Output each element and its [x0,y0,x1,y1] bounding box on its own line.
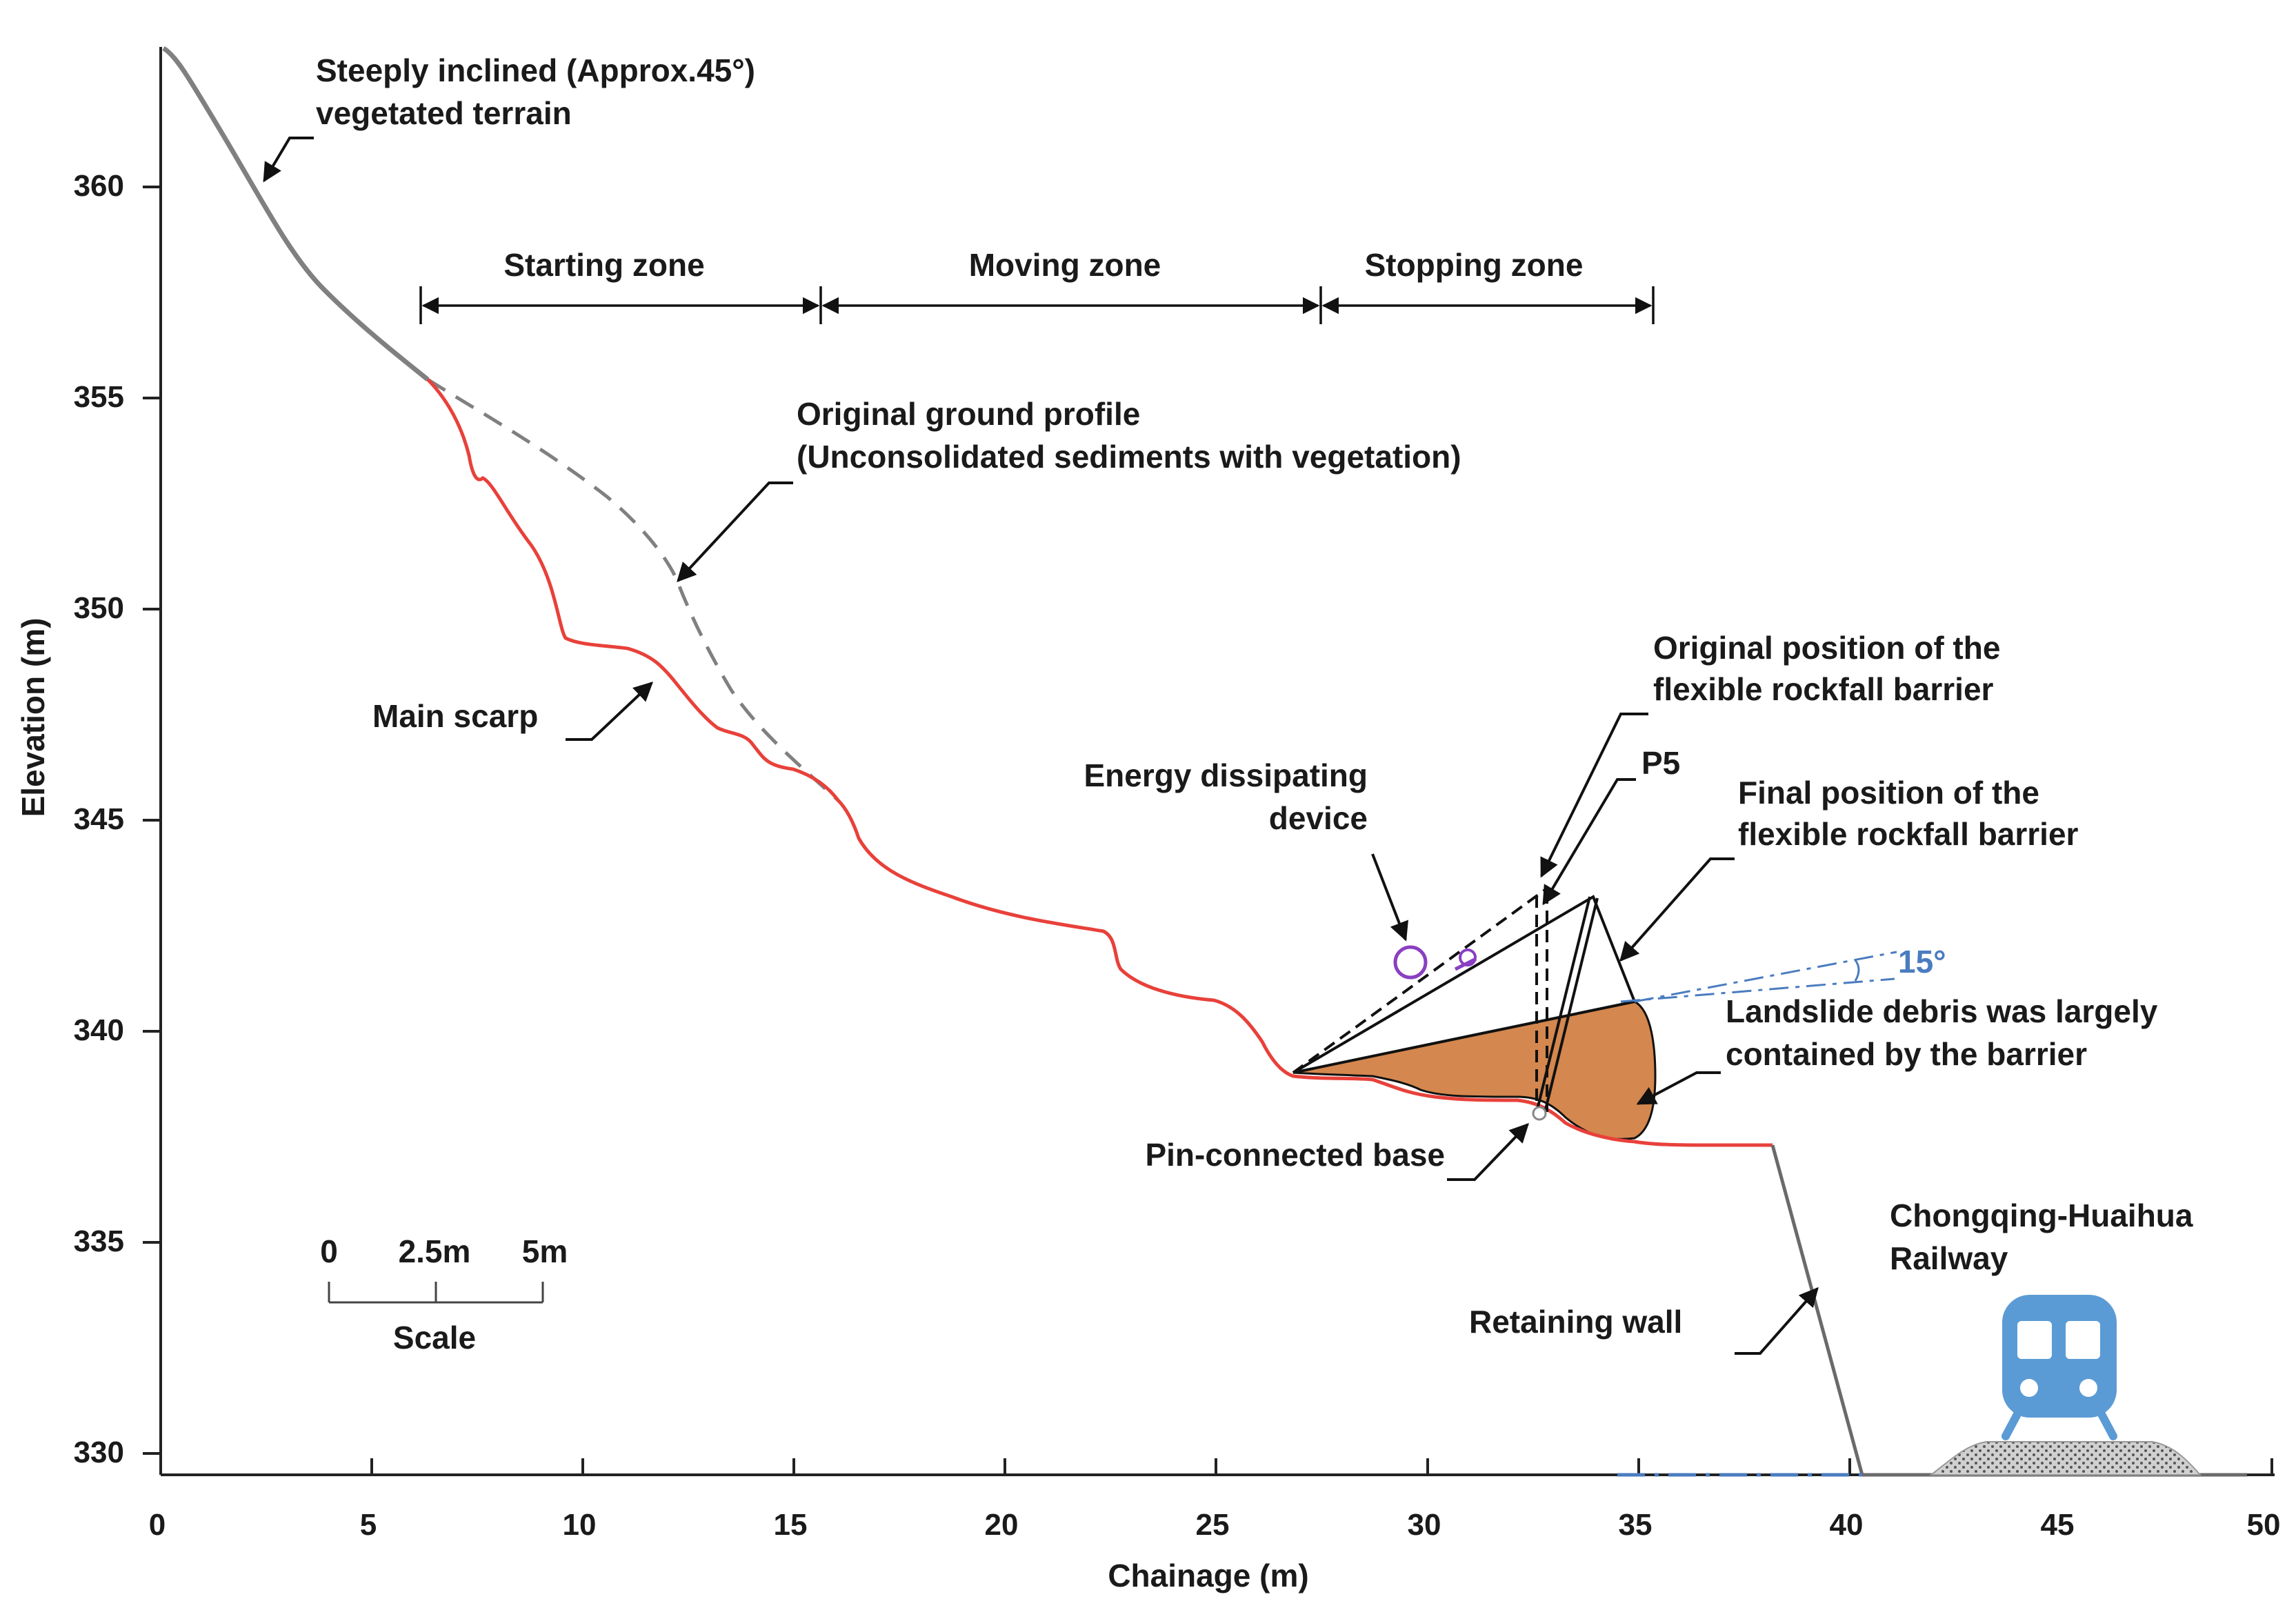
pin-connected-base-marker [1532,1106,1547,1121]
pin-base-leader-arrow [1447,1122,1529,1181]
y-tick-label: 330 [74,1436,124,1469]
orig-barrier-label-line1: Original position of the [1653,630,2000,666]
debris-leader-arrow [1636,1071,1721,1105]
energy-device-label-line1: Energy dissipating [1084,757,1368,793]
x-tick-label: 30 [1408,1508,1441,1542]
railway-label-line2: Railway [1890,1240,2008,1276]
rockfall-barrier [1292,888,1636,1121]
train-leg-right [2097,1410,2117,1440]
x-tick-label: 35 [1619,1508,1653,1542]
train-light-left [2020,1379,2038,1397]
slip-surface-current-ground [426,378,1773,1147]
angle-indicator: 15° [1620,944,1946,1003]
x-axis-title: Chainage (m) [1108,1558,1308,1593]
terrain-label-line1: Steeply inclined (Approx.45°) [316,52,755,88]
annotations: Steeply inclined (Approx.45°) vegetated … [263,52,2193,1355]
debris-label-line1: Landslide debris was largely [1726,993,2158,1029]
orig-barrier-label-line2: flexible rockfall barrier [1653,671,1994,707]
retaining-wall-label: Retaining wall [1469,1304,1682,1340]
x-tick-label: 10 [563,1508,597,1542]
p5-leader-arrow [1542,778,1636,906]
zone-dimension-bar: Starting zone Moving zone Stopping zone [419,247,1655,324]
moving-zone-label: Moving zone [969,247,1161,283]
angle-inclined-line [1634,951,1897,1003]
x-tick-label: 15 [774,1508,808,1542]
final-barrier-label-line2: flexible rockfall barrier [1738,816,2079,852]
angle-reference-line [1620,977,1895,1003]
debris-label-line2: contained by the barrier [1726,1036,2087,1072]
p5-label: P5 [1641,745,1680,781]
main-scarp-label: Main scarp [372,698,538,734]
scale-bar-label-0: 0 [320,1233,338,1269]
terrain-label-line2: vegetated terrain [316,95,572,131]
final-barrier-label-line1: Final position of the [1738,775,2039,811]
retaining-wall [1770,1144,1864,1476]
energy-device-label-line2: device [1269,800,1368,836]
railway-ballast [1929,1441,2202,1476]
starting-zone-label: Starting zone [503,247,704,283]
x-tick-label: 45 [2041,1508,2075,1542]
y-tick-label: 340 [74,1013,124,1047]
railway-label-line1: Chongqing-Huaihua [1890,1198,2193,1233]
angle-arc [1854,960,1860,982]
axes: 0 5 10 15 20 25 30 35 40 45 50 330 335 3… [15,47,2280,1593]
train-window-left [2017,1321,2052,1359]
original-ground-profile [426,377,839,802]
scale-bar-label-5: 5m [522,1233,568,1269]
train-window-right [2066,1321,2100,1359]
profile-label-line1: Original ground profile [797,396,1140,432]
energy-device-leader-arrow [1371,853,1408,942]
orig-barrier-leader-arrow [1540,713,1648,878]
angle-label: 15° [1898,944,1946,980]
scale-bar-title: Scale [393,1320,476,1355]
retaining-wall-leader-arrow [1735,1287,1819,1355]
landslide-debris [1292,1000,1657,1140]
x-tick-label: 50 [2247,1508,2281,1542]
final-barrier-leader-arrow [1619,857,1735,962]
upper-vegetated-slope [162,46,430,381]
y-ticks: 330 335 340 345 350 355 360 [74,169,161,1469]
scale-bar-label-2-5: 2.5m [399,1233,471,1269]
y-tick-label: 350 [74,591,124,625]
stopping-zone-label: Stopping zone [1365,247,1584,283]
pin-base-label: Pin-connected base [1145,1137,1445,1173]
scale-bar: 0 2.5m 5m Scale [320,1233,568,1355]
train-light-right [2079,1379,2097,1397]
x-tick-label: 25 [1196,1508,1230,1542]
y-tick-label: 345 [74,802,124,836]
profile-label-line2: (Unconsolidated sediments with vegetatio… [797,439,1461,475]
train-icon [2001,1295,2117,1440]
y-tick-label: 335 [74,1224,124,1258]
energy-device-link [1454,957,1477,971]
train-leg-left [2001,1410,2022,1440]
y-axis-title: Elevation (m) [15,618,51,817]
x-tick-label: 20 [985,1508,1019,1542]
final-barrier-position [1292,895,1636,1113]
x-ticks: 0 5 10 15 20 25 30 35 40 45 50 [149,1458,2281,1542]
x-tick-label: 40 [1830,1508,1864,1542]
terrain-leader-arrow [263,137,314,183]
main-scarp-leader-arrow [566,682,654,741]
x-tick-label: 5 [360,1508,377,1542]
profile-leader-arrow [677,481,793,583]
y-tick-label: 355 [74,380,124,414]
x-tick-label: 0 [149,1508,166,1542]
energy-dissipating-device [1393,945,1428,980]
y-tick-label: 360 [74,169,124,203]
